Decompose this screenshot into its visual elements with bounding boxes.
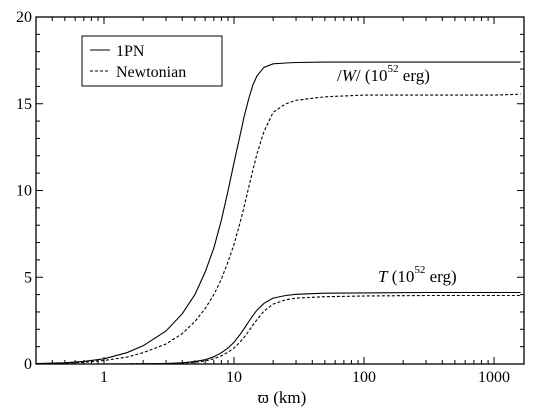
series-line-t-newtonian: [36, 294, 521, 365]
x-tick-label: 100: [352, 369, 376, 386]
legend-box: [81, 35, 223, 87]
y-tick-label: 0: [24, 356, 32, 373]
annotation-t-post: (10: [387, 267, 414, 286]
annotation-t: T (1052 erg): [378, 264, 457, 286]
y-tick-label: 15: [16, 96, 32, 113]
annotation-t-exp: 52: [414, 264, 425, 276]
y-tick-label: 20: [16, 9, 32, 26]
y-axis: 0 5 10 15 20: [16, 9, 524, 373]
x-axis: 1 10 100 1000: [35, 17, 510, 386]
annotation-w: /W/ (1052 erg): [337, 63, 430, 85]
x-tick-label: 10: [226, 369, 242, 386]
annotation-w-pre: /: [337, 66, 342, 85]
legend-label-1pn: 1PN: [116, 43, 145, 60]
x-tick-label: 1: [100, 369, 108, 386]
annotation-w-post: / (10: [356, 66, 388, 85]
series-line-w-1pn: [35, 61, 521, 365]
annotation-w-var: W: [342, 66, 358, 85]
annotation-t-tail: erg): [425, 267, 456, 286]
x-axis-label: ϖ (km): [258, 388, 307, 407]
x-tick-label: 1000: [478, 369, 510, 386]
series-line-t-1pn: [36, 291, 521, 365]
y-tick-label: 10: [16, 183, 32, 200]
series-line-w-newtonian: [35, 93, 521, 365]
annotation-t-var: T: [378, 267, 389, 286]
y-tick-label: 5: [24, 269, 32, 286]
plot-series: [35, 61, 521, 365]
legend: 1PN Newtonian: [81, 35, 223, 87]
annotation-w-tail: erg): [399, 66, 430, 85]
annotation-w-exp: 52: [388, 63, 399, 75]
legend-label-newtonian: Newtonian: [116, 64, 186, 81]
